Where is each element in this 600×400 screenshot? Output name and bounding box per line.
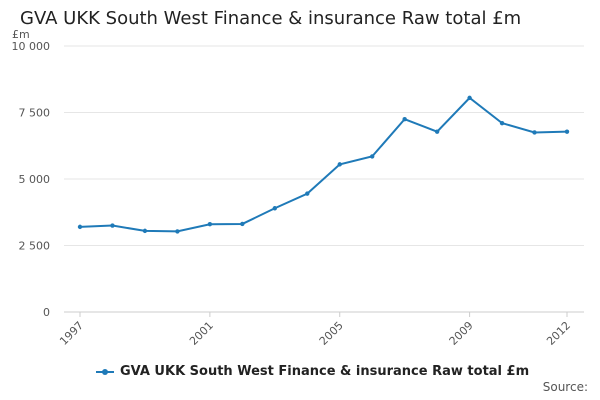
data-point[interactable] [305,191,310,196]
data-point[interactable] [532,130,537,135]
legend-swatch [96,367,114,377]
x-axis-ticks: 1997 2001 2005 2009 2012 [57,312,573,348]
source-label: Source: [542,380,588,394]
data-point[interactable] [110,223,115,228]
y-axis-ticks: 0 2 500 5 000 7 500 10 000 [12,40,51,319]
x-tick-label: 2005 [317,319,346,348]
data-point[interactable] [337,162,342,167]
y-tick-label: 10 000 [12,40,51,53]
y-tick-label: 2 500 [19,240,51,253]
data-point[interactable] [499,120,505,126]
y-tick-label: 0 [43,306,50,319]
series-group [77,95,570,234]
x-tick-label: 2009 [447,319,476,348]
data-point[interactable] [77,224,83,230]
y-axis-unit-label: £m [12,28,30,41]
legend-label: GVA UKK South West Finance & insurance R… [120,364,530,379]
data-point[interactable] [370,154,375,159]
x-tick-label: 1997 [57,319,86,348]
data-point[interactable] [272,206,277,211]
data-point[interactable] [467,95,472,101]
data-point[interactable] [564,129,570,134]
data-point[interactable] [434,129,440,134]
legend[interactable]: GVA UKK South West Finance & insurance R… [96,364,529,379]
data-point[interactable] [207,222,213,227]
y-tick-label: 7 500 [19,107,51,120]
series-line [79,96,568,233]
data-point[interactable] [142,228,148,234]
y-tick-label: 5 000 [19,173,51,186]
x-tick-label: 2012 [544,319,573,348]
data-point[interactable] [240,221,245,227]
x-tick-label: 2001 [187,319,216,348]
data-point[interactable] [175,229,180,234]
data-point[interactable] [402,116,407,122]
chart-title: GVA UKK South West Finance & insurance R… [20,8,522,29]
